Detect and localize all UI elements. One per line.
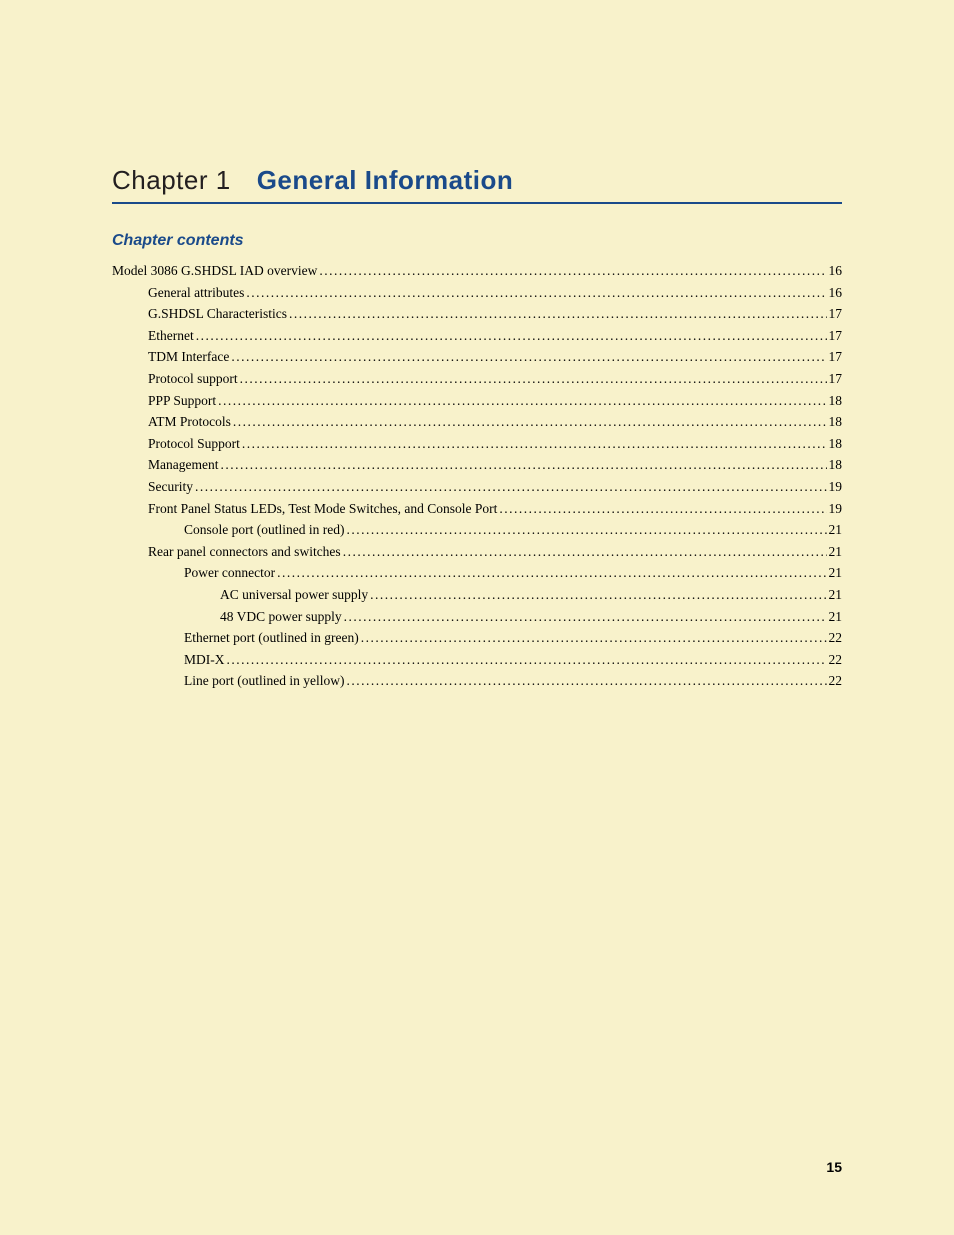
toc-leader-dots [344,606,827,628]
page-container: Chapter 1 General Information Chapter co… [0,0,954,1235]
chapter-label: Chapter 1 [112,165,231,196]
toc-entry[interactable]: Security 19 [112,476,842,498]
toc-entry-page: 17 [829,346,843,368]
toc-entry[interactable]: AC universal power supply 21 [112,584,842,606]
toc-entry-label: Security [148,476,193,498]
toc-entry[interactable]: TDM Interface 17 [112,346,842,368]
toc-entry-page: 17 [829,303,843,325]
toc-entry-page: 21 [829,562,843,584]
toc-entry-page: 21 [829,519,843,541]
toc-entry-label: Ethernet port (outlined in green) [184,627,359,649]
table-of-contents: Model 3086 G.SHDSL IAD overview 16Genera… [112,260,842,692]
toc-entry-label: MDI-X [184,649,225,671]
toc-leader-dots [346,670,826,692]
toc-leader-dots [231,346,826,368]
toc-entry-label: Ethernet [148,325,194,347]
toc-entry-label: 48 VDC power supply [220,606,342,628]
contents-heading: Chapter contents [112,232,842,250]
toc-entry[interactable]: Rear panel connectors and switches 21 [112,541,842,563]
toc-leader-dots [242,433,827,455]
toc-leader-dots [196,325,827,347]
toc-entry-label: Front Panel Status LEDs, Test Mode Switc… [148,498,497,520]
toc-leader-dots [361,627,827,649]
toc-entry-page: 21 [829,584,843,606]
toc-leader-dots [370,584,826,606]
toc-entry[interactable]: PPP Support 18 [112,390,842,412]
toc-entry[interactable]: Management 18 [112,454,842,476]
toc-entry[interactable]: Line port (outlined in yellow) 22 [112,670,842,692]
toc-entry-page: 21 [829,541,843,563]
toc-leader-dots [220,454,826,476]
toc-leader-dots [240,368,827,390]
toc-leader-dots [233,411,827,433]
toc-entry[interactable]: Protocol Support 18 [112,433,842,455]
toc-entry[interactable]: Power connector 21 [112,562,842,584]
toc-entry-label: PPP Support [148,390,216,412]
toc-entry-label: G.SHDSL Characteristics [148,303,287,325]
toc-entry-page: 18 [829,390,843,412]
toc-entry-label: Model 3086 G.SHDSL IAD overview [112,260,317,282]
toc-entry-page: 16 [829,260,843,282]
toc-entry-label: Line port (outlined in yellow) [184,670,344,692]
toc-entry[interactable]: Ethernet 17 [112,325,842,347]
toc-leader-dots [319,260,826,282]
toc-entry-label: ATM Protocols [148,411,231,433]
chapter-heading: Chapter 1 General Information [112,165,842,204]
toc-entry-page: 17 [829,325,843,347]
toc-entry-label: General attributes [148,282,244,304]
toc-entry-page: 17 [829,368,843,390]
toc-leader-dots [227,649,827,671]
toc-entry-page: 22 [829,627,843,649]
toc-entry[interactable]: Ethernet port (outlined in green) 22 [112,627,842,649]
toc-leader-dots [499,498,826,520]
toc-entry-label: TDM Interface [148,346,229,368]
toc-entry[interactable]: General attributes 16 [112,282,842,304]
toc-entry-label: Power connector [184,562,275,584]
toc-entry-page: 19 [829,476,843,498]
toc-entry-label: Protocol support [148,368,238,390]
toc-entry-page: 18 [829,411,843,433]
toc-leader-dots [195,476,827,498]
toc-entry-page: 22 [829,649,843,671]
toc-leader-dots [289,303,827,325]
toc-entry[interactable]: Model 3086 G.SHDSL IAD overview 16 [112,260,842,282]
toc-leader-dots [277,562,826,584]
toc-leader-dots [246,282,826,304]
toc-entry[interactable]: MDI-X 22 [112,649,842,671]
toc-entry[interactable]: Front Panel Status LEDs, Test Mode Switc… [112,498,842,520]
toc-entry-page: 18 [829,454,843,476]
toc-entry-label: Protocol Support [148,433,240,455]
toc-entry[interactable]: 48 VDC power supply 21 [112,606,842,628]
toc-entry-label: AC universal power supply [220,584,368,606]
toc-leader-dots [346,519,826,541]
toc-entry-label: Management [148,454,218,476]
toc-entry-page: 21 [829,606,843,628]
toc-entry[interactable]: Console port (outlined in red) 21 [112,519,842,541]
toc-leader-dots [343,541,827,563]
toc-entry-label: Console port (outlined in red) [184,519,344,541]
toc-leader-dots [218,390,826,412]
toc-entry-page: 16 [829,282,843,304]
page-number: 15 [826,1159,842,1175]
toc-entry[interactable]: ATM Protocols 18 [112,411,842,433]
toc-entry-page: 18 [829,433,843,455]
toc-entry[interactable]: G.SHDSL Characteristics 17 [112,303,842,325]
toc-entry-label: Rear panel connectors and switches [148,541,341,563]
toc-entry-page: 22 [829,670,843,692]
toc-entry[interactable]: Protocol support 17 [112,368,842,390]
chapter-title: General Information [257,165,514,196]
toc-entry-page: 19 [829,498,843,520]
